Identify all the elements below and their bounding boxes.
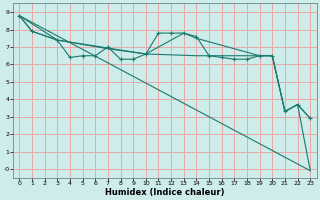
- X-axis label: Humidex (Indice chaleur): Humidex (Indice chaleur): [105, 188, 225, 197]
